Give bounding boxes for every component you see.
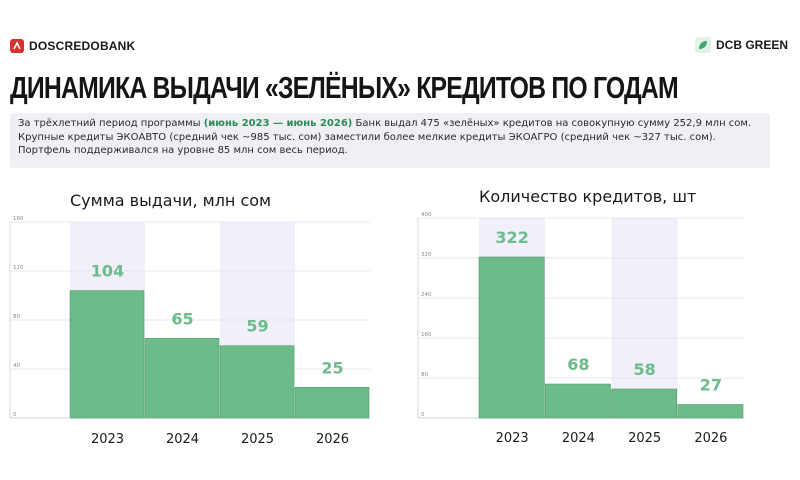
x-category-label: 2026 (694, 431, 727, 446)
bar-value-label: 58 (633, 360, 655, 379)
bar (544, 383, 611, 419)
x-category-label: 2024 (166, 432, 199, 447)
y-tick-label: 160 (13, 216, 24, 222)
page-title: ДИНАМИКА ВЫДАЧИ «ЗЕЛЁНЫХ» КРЕДИТОВ ПО ГО… (10, 70, 679, 105)
bar (478, 256, 545, 419)
summary-box: За трёхлетний период программы (июнь 202… (10, 113, 770, 168)
column-shade (611, 218, 678, 418)
bar (219, 345, 295, 419)
y-tick-label: 120 (13, 265, 24, 271)
x-category-label: 2026 (316, 432, 349, 447)
bar (144, 338, 220, 419)
summary-period-highlight: (июнь 2023 — июнь 2026) (203, 118, 353, 129)
summary-text-2: Банк выдал 475 «зелёных» кредитов на сов… (18, 118, 752, 156)
bar (611, 388, 678, 419)
y-tick-label: 160 (421, 332, 432, 338)
bar-value-label: 27 (700, 376, 722, 395)
x-category-label: 2024 (562, 431, 595, 446)
bar-value-label: 59 (246, 317, 268, 336)
bar-value-label: 65 (171, 309, 193, 328)
y-tick-label: 400 (421, 212, 432, 218)
bank-logo-icon (10, 39, 24, 53)
right-brand-name: DCB GREEN (715, 38, 788, 52)
left-brand-name: DOSCREDOBANK (29, 39, 136, 53)
y-tick-label: 320 (421, 252, 432, 258)
dcb-green-logo[interactable]: DCB GREEN (694, 37, 788, 53)
x-category-label: 2023 (91, 432, 124, 447)
y-tick-label: 40 (13, 363, 20, 369)
chart-title-count: Количество кредитов, шт (479, 187, 697, 206)
bar-value-label: 104 (91, 262, 124, 281)
y-tick-label: 240 (421, 292, 432, 298)
y-tick-label: 80 (421, 372, 428, 378)
bar (677, 404, 744, 419)
summary-text-1: За трёхлетний период программы (18, 118, 204, 129)
bar (294, 387, 370, 419)
bar-value-label: 68 (567, 355, 589, 374)
x-category-label: 2025 (628, 431, 661, 446)
count-bar-chart: 0 80 160 240 320 400 322 2023 68 2024 58 2025 27 2026 (417, 212, 744, 446)
y-tick-label: 0 (13, 412, 17, 418)
y-tick-label: 80 (13, 314, 20, 320)
bar (69, 290, 145, 419)
y-tick-label: 0 (421, 412, 425, 418)
x-category-label: 2023 (496, 431, 529, 446)
amount-bar-chart: 0 40 80 120 160 104 2023 65 2024 59 2025 25 2026 (9, 216, 370, 447)
bar-value-label: 322 (495, 228, 528, 247)
chart-title-amount: Сумма выдачи, млн сом (70, 191, 272, 210)
leaf-icon (694, 37, 711, 53)
doscredobank-logo[interactable]: DOSCREDOBANK (10, 39, 135, 53)
x-category-label: 2025 (241, 432, 274, 447)
bar-value-label: 25 (321, 358, 343, 377)
